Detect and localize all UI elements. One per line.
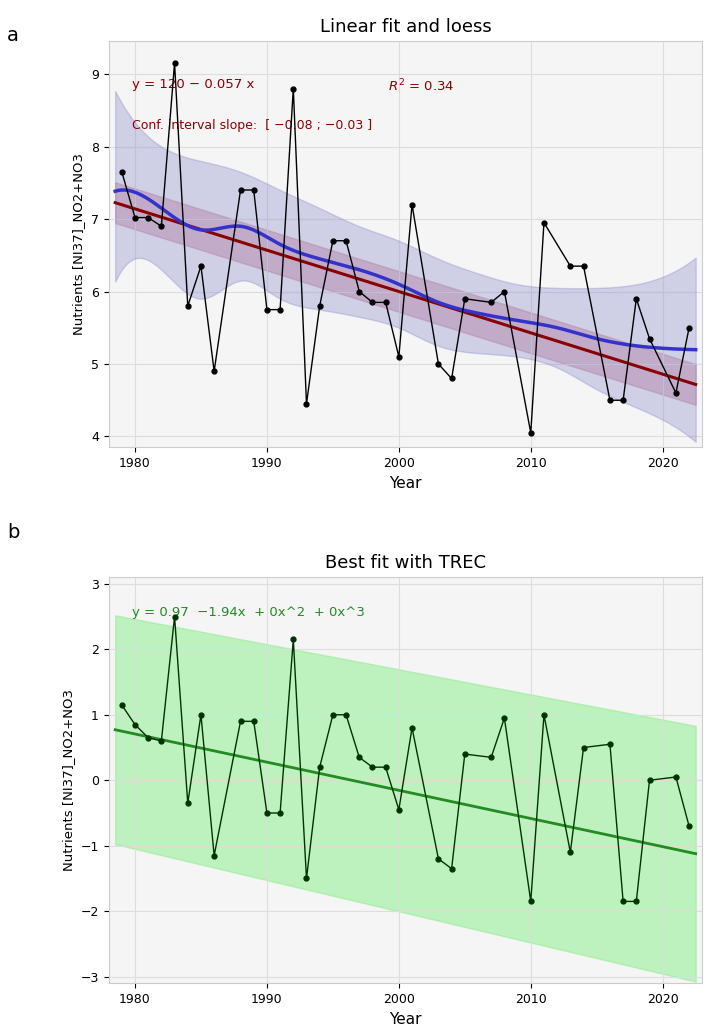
Y-axis label: Nutrients [NI37]_NO2+NO3: Nutrients [NI37]_NO2+NO3 xyxy=(62,689,75,871)
Y-axis label: Nutrients [NI37]_NO2+NO3: Nutrients [NI37]_NO2+NO3 xyxy=(72,153,85,335)
Title: Best fit with TREC: Best fit with TREC xyxy=(325,554,486,571)
X-axis label: Year: Year xyxy=(390,476,421,491)
X-axis label: Year: Year xyxy=(390,1011,421,1027)
Text: b: b xyxy=(7,523,20,541)
Text: y = 0.97  −1.94x  + 0x^2  + 0x^3: y = 0.97 −1.94x + 0x^2 + 0x^3 xyxy=(132,605,365,619)
Title: Linear fit and loess: Linear fit and loess xyxy=(319,18,492,35)
Text: a: a xyxy=(7,26,19,45)
Text: y = 120 − 0.057 x: y = 120 − 0.057 x xyxy=(132,78,255,91)
Text: Conf. interval slope:  [ −0.08 ; −0.03 ]: Conf. interval slope: [ −0.08 ; −0.03 ] xyxy=(132,119,372,131)
Text: $R^2$ = 0.34: $R^2$ = 0.34 xyxy=(387,78,454,94)
